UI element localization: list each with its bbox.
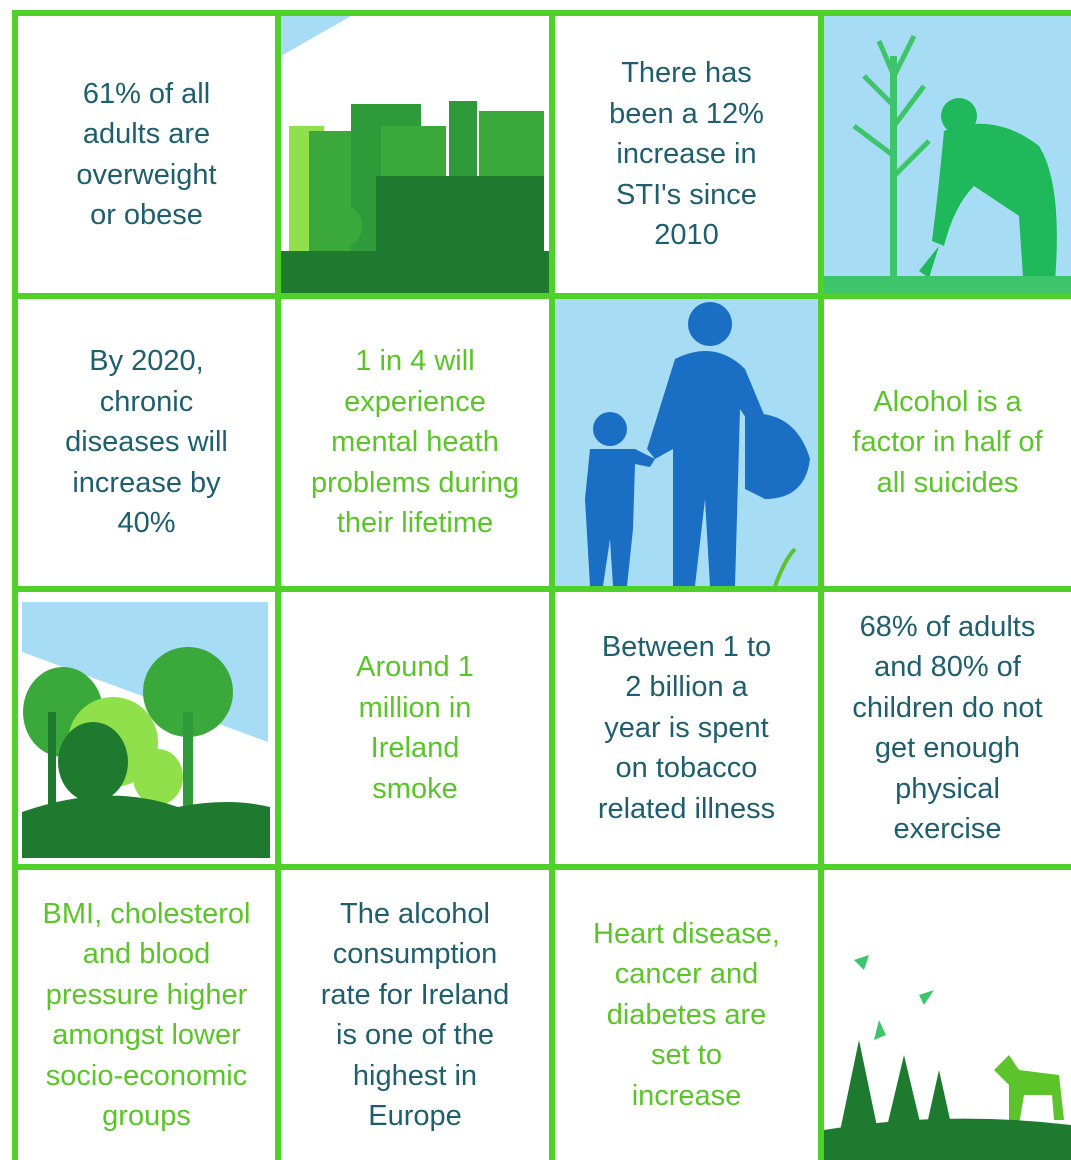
fact-line: There has [621,57,752,90]
fact-line: Between 1 to [601,630,772,663]
fact-line: and 80% of [874,651,1021,683]
fact-line: The alcohol [340,897,490,930]
fact-cell: Heart disease, cancer and diabetes are set … [555,870,818,1160]
fact-line: 1 in 4 will [355,345,475,378]
horse-art [824,955,1071,1160]
planting-illustration [824,16,1071,293]
fact-line: been a 12% [609,97,764,130]
fact-line: is one of the [336,1019,494,1051]
fact-line: increase by [72,466,221,499]
fact-line: cancer and [614,958,759,991]
city-illustration [281,16,549,293]
fact-line: year is spent [604,711,769,744]
fact-line: highest in [352,1059,478,1092]
fact-line: Ireland [370,732,460,764]
fact-line: amongst lower [52,1019,241,1051]
fact-line: set to [651,1039,722,1072]
fact-line: smoke [372,772,458,805]
fact-line: Alcohol is a [873,385,1022,418]
fact-line: and blood [82,938,211,970]
fact-line: factor in half of [852,426,1043,459]
planting-art [824,16,1071,293]
fact-line: consumption [332,938,498,970]
fact-line: exercise [893,813,1002,845]
fact-line: or obese [90,199,203,231]
fact-cell: By 2020, chronic diseases will increase by 4… [18,299,275,586]
fact-line: socio-economic [45,1059,248,1092]
fact-cell: 68% of adults and 80% of children do not ge… [824,592,1071,864]
fact-line: BMI, cholesterol [42,897,251,930]
fact-cell: Alcohol is a factor in half of all suicide… [824,299,1071,586]
fact-line: diseases will [65,426,228,459]
fact-cell: There has been a 12% increase in STI's sinc… [555,16,818,293]
fact-cell: 1 in 4 will experience mental heath problem… [281,299,549,586]
fact-line: mental heath [331,426,499,459]
fact-line: Around 1 [356,651,474,683]
fact-cell: The alcohol consumption rate for Ireland is… [281,870,549,1160]
family-illustration [555,299,818,586]
fact-line: adults are [82,118,211,150]
fact-line: groups [102,1100,191,1132]
fact-line: overweight [76,158,217,191]
fact-line: chronic [99,385,194,418]
fact-cell: Around 1 million in Ireland smoke [281,592,549,864]
city-art [281,16,549,293]
fact-line: 61% of all [82,77,211,110]
fact-line: pressure higher [45,978,248,1011]
horse-illustration [824,870,1071,1160]
fact-line: all suicides [876,466,1019,499]
fact-line: 40% [117,507,176,540]
fact-line: experience [344,385,486,418]
family-art [555,299,818,586]
fact-line: get enough [874,732,1021,764]
fact-line: Heart disease, [593,917,780,950]
fact-line: children do not [852,691,1043,724]
fact-line: 68% of adults [859,610,1036,643]
fact-line: Europe [368,1100,462,1132]
trees-illustration [18,592,275,864]
fact-line: physical [895,772,1000,805]
fact-line: increase [631,1079,742,1112]
fact-line: on tobacco [615,752,758,785]
trees-art [22,602,270,858]
fact-line: their lifetime [336,507,494,540]
fact-line: increase in [616,138,757,171]
fact-line: rate for Ireland [320,978,510,1011]
fact-line: diabetes are [606,998,767,1031]
fact-cell: 61% of all adults are overweight or obese [18,16,275,293]
fact-line: related illness [597,792,776,825]
fact-line: 2010 [654,219,719,252]
fact-line: By 2020, [89,345,204,378]
fact-cell: Between 1 to 2 billion a year is spent on t… [555,592,818,864]
fact-line: STI's since [616,178,757,211]
fact-line: problems during [311,466,519,499]
fact-line: million in [358,691,472,724]
fact-line: 2 billion a [625,671,748,704]
fact-cell: BMI, cholesterol and blood pressure higher… [18,870,275,1160]
